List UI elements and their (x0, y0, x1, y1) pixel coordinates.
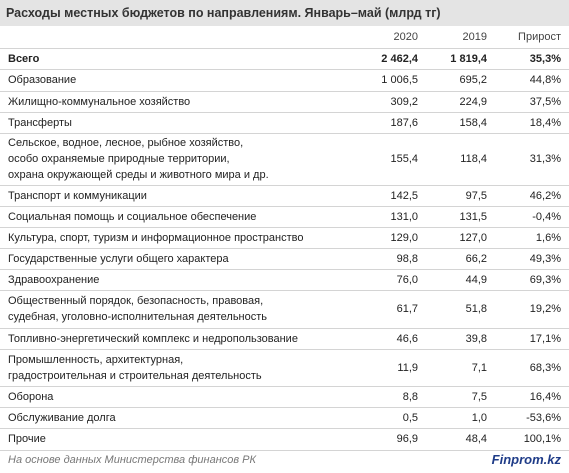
cell-value: 142,5 (356, 185, 426, 207)
cell-value: -0,4% (495, 206, 569, 228)
header-row: 2020 2019 Прирост (0, 26, 569, 49)
row-label: Образование (0, 69, 356, 92)
cell-value: 224,9 (426, 91, 495, 113)
cell-value: 131,0 (356, 206, 426, 228)
row-label: Прочие (0, 428, 356, 451)
column-header: 2019 (426, 26, 495, 49)
row-label: Транспорт и коммуникации (0, 185, 356, 207)
row-label: Трансферты (0, 112, 356, 134)
cell-value: 11,9 (356, 349, 426, 387)
cell-value: 129,0 (356, 227, 426, 249)
cell-value: 46,6 (356, 328, 426, 350)
cell-value: -53,6% (495, 407, 569, 429)
table-row: Прочие 96,9 48,4 100,1% (0, 428, 569, 451)
cell-value: 158,4 (426, 112, 495, 134)
cell-value: 37,5% (495, 91, 569, 113)
row-label: Топливно-энергетический комплекс и недро… (0, 328, 356, 350)
cell-value: 7,5 (426, 386, 495, 408)
cell-value: 97,5 (426, 185, 495, 207)
cell-value: 2 462,4 (356, 48, 426, 70)
cell-value: 16,4% (495, 386, 569, 408)
cell-value: 44,8% (495, 69, 569, 92)
cell-value: 61,7 (356, 290, 426, 329)
cell-value: 18,4% (495, 112, 569, 134)
cell-value: 100,1% (495, 428, 569, 451)
table-row: Промышленность, архитектурная, градостро… (0, 349, 569, 387)
row-label: Оборона (0, 386, 356, 408)
cell-value: 48,4 (426, 428, 495, 451)
source-note: На основе данных Министерства финансов Р… (8, 454, 256, 466)
cell-value: 131,5 (426, 206, 495, 228)
row-label: Сельское, водное, лесное, рыбное хозяйст… (0, 133, 356, 186)
cell-value: 76,0 (356, 269, 426, 291)
cell-value: 118,4 (426, 133, 495, 186)
cell-value: 51,8 (426, 290, 495, 329)
cell-value: 96,9 (356, 428, 426, 451)
cell-value: 49,3% (495, 248, 569, 270)
cell-value: 17,1% (495, 328, 569, 350)
title: Расходы местных бюджетов по направлениям… (0, 0, 569, 26)
cell-value: 1,0 (426, 407, 495, 429)
logo: Finprom.kz (491, 452, 561, 467)
row-label: Промышленность, архитектурная, градостро… (0, 349, 356, 387)
table-row: Образование 1 006,5 695,2 44,8% (0, 69, 569, 92)
table-row: Государственные услуги общего характера 9… (0, 248, 569, 270)
cell-value: 1,6% (495, 227, 569, 249)
cell-value: 155,4 (356, 133, 426, 186)
table-row: Жилищно-коммунальное хозяйство 309,2 224,9… (0, 91, 569, 113)
cell-value: 127,0 (426, 227, 495, 249)
row-label: Государственные услуги общего характера (0, 248, 356, 270)
table-row: Всего 2 462,4 1 819,4 35,3% (0, 48, 569, 70)
footer: На основе данных Министерства финансов Р… (0, 450, 569, 473)
cell-value: 7,1 (426, 349, 495, 387)
table-row: Социальная помощь и социальное обеспечен… (0, 206, 569, 228)
cell-value: 31,3% (495, 133, 569, 186)
row-label: Всего (0, 48, 356, 70)
row-label: Общественный порядок, безопасность, прав… (0, 290, 356, 329)
table-row: Общественный порядок, безопасность, прав… (0, 290, 569, 329)
cell-value: 68,3% (495, 349, 569, 387)
cell-value: 98,8 (356, 248, 426, 270)
row-label: Жилищно-коммунальное хозяйство (0, 91, 356, 113)
cell-value: 0,5 (356, 407, 426, 429)
cell-value: 69,3% (495, 269, 569, 291)
row-label: Социальная помощь и социальное обеспечен… (0, 206, 356, 228)
row-label: Обслуживание долга (0, 407, 356, 429)
cell-value: 695,2 (426, 69, 495, 92)
column-header: 2020 (356, 26, 426, 49)
cell-value: 8,8 (356, 386, 426, 408)
cell-value: 46,2% (495, 185, 569, 207)
table: 2020 2019 Прирост Всего 2 462,4 1 819,4 35,3% О… (0, 26, 569, 451)
header-cell (0, 26, 356, 49)
table-row: Топливно-энергетический комплекс и недро… (0, 328, 569, 350)
cell-value: 66,2 (426, 248, 495, 270)
row-label: Культура, спорт, туризм и информационное… (0, 227, 356, 249)
cell-value: 1 819,4 (426, 48, 495, 70)
cell-value: 39,8 (426, 328, 495, 350)
cell-value: 35,3% (495, 48, 569, 70)
cell-value: 187,6 (356, 112, 426, 134)
table-row: Здравоохранение 76,0 44,9 69,3% (0, 269, 569, 291)
table-row: Культура, спорт, туризм и информационное… (0, 227, 569, 249)
table-row: Транспорт и коммуникации 142,5 97,5 46,2% (0, 185, 569, 207)
cell-value: 1 006,5 (356, 69, 426, 92)
row-label: Здравоохранение (0, 269, 356, 291)
cell-value: 309,2 (356, 91, 426, 113)
table-row: Трансферты 187,6 158,4 18,4% (0, 112, 569, 134)
cell-value: 19,2% (495, 290, 569, 329)
column-header: Прирост (495, 26, 569, 49)
table-row: Обслуживание долга 0,5 1,0 -53,6% (0, 407, 569, 429)
table-row: Оборона 8,8 7,5 16,4% (0, 386, 569, 408)
cell-value: 44,9 (426, 269, 495, 291)
table-row: Сельское, водное, лесное, рыбное хозяйст… (0, 133, 569, 186)
